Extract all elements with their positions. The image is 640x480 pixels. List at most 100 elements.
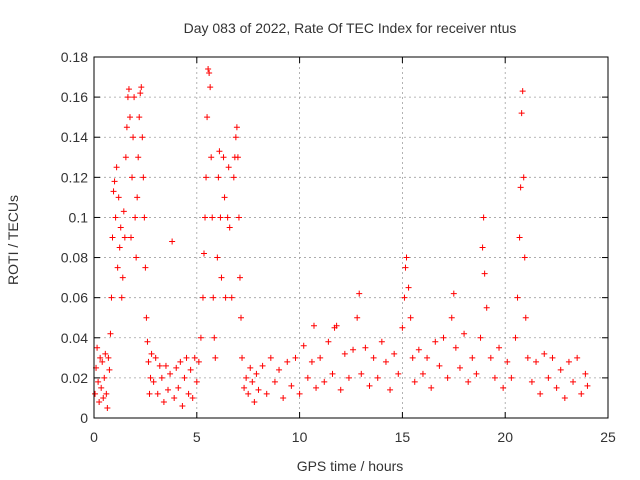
data-point [177,358,184,365]
data-point [325,338,332,345]
data-point [126,114,133,121]
data-point [143,314,150,321]
data-point [239,354,246,361]
data-point [514,294,521,301]
data-point [136,114,143,121]
data-point [122,154,129,161]
data-point [243,374,250,381]
data-point [209,214,216,221]
data-point [520,174,527,181]
data-point [444,374,451,381]
data-point [95,378,102,385]
y-tick-label: 0.12 [61,169,88,185]
data-point [276,366,283,373]
data-point [241,384,248,391]
data-point [415,346,422,353]
data-point [358,370,365,377]
data-point [96,398,103,405]
data-point [119,274,126,281]
data-point [524,354,531,361]
data-point [308,358,315,365]
data-point [280,394,287,401]
data-point [382,358,389,365]
data-point [313,384,320,391]
data-point [247,364,254,371]
data-point [321,378,328,385]
data-point [156,362,163,369]
data-point [329,370,336,377]
data-point [259,362,266,369]
data-point [411,378,418,385]
data-point [195,358,202,365]
data-point [402,264,409,271]
data-point [173,364,180,371]
data-point [284,358,291,365]
data-point [391,350,398,357]
data-point [203,174,210,181]
data-point [452,344,459,351]
data-point [553,384,560,391]
data-point [456,364,463,371]
data-point [428,384,435,391]
data-point [183,354,190,361]
data-point [210,294,217,301]
data-point [134,194,141,201]
data-point [479,244,486,251]
data-point [220,154,227,161]
data-point [521,254,528,261]
data-point [94,344,101,351]
x-tick-label: 10 [292,429,308,445]
data-point [185,390,192,397]
data-point [255,386,262,393]
data-point [217,214,224,221]
data-point [112,214,119,221]
data-point [337,386,344,393]
grid-lines [94,57,608,418]
data-point [403,254,410,261]
data-point [167,370,174,377]
y-tick-label: 0.18 [61,49,88,65]
data-point [206,70,213,77]
data-point [356,290,363,297]
data-point [137,90,144,97]
x-tick-label: 5 [193,429,201,445]
data-point [211,334,218,341]
data-point [120,208,127,215]
y-tick-label: 0 [80,410,88,426]
data-point [584,382,591,389]
data-point [204,114,211,121]
data-point [139,134,146,141]
data-point [267,354,274,361]
data-point [424,354,431,361]
data-point [193,378,200,385]
data-point [317,354,324,361]
data-point [541,350,548,357]
data-point [140,174,147,181]
data-point [162,362,169,369]
data-point [469,354,476,361]
x-tick-label: 20 [497,429,513,445]
data-point [124,94,131,101]
data-point [117,224,124,231]
data-point [300,342,307,349]
data-point [235,214,242,221]
data-point [107,330,114,337]
data-point [432,338,439,345]
data-point [216,148,223,155]
data-point [154,390,161,397]
data-point [100,394,107,401]
data-point [106,366,113,373]
data-point [517,184,524,191]
data-point [545,374,552,381]
data-point [512,334,519,341]
x-tick-label: 15 [395,429,411,445]
data-point [419,370,426,377]
data-point [310,322,317,329]
y-axis-label: ROTI / TECUs [5,195,21,285]
y-tick-label: 0.14 [61,129,88,145]
data-point [504,358,511,365]
data-point [224,214,231,221]
data-point [565,358,572,365]
data-point [500,384,507,391]
data-point [508,374,515,381]
